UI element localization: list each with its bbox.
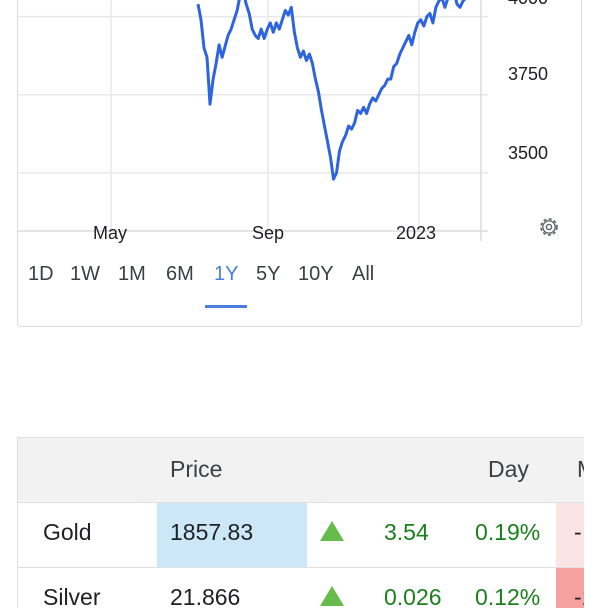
active-range-underline [205, 305, 247, 308]
table-row[interactable]: Silver 21.866 0.026 0.12% -1 [18, 568, 584, 608]
range-tab-1w[interactable]: 1W [70, 263, 100, 285]
row-change: 0.026 [384, 584, 442, 608]
y-tick-label-3750: 3750 [508, 64, 549, 84]
up-arrow-icon [320, 521, 344, 541]
x-tick-label-2023: 2023 [396, 223, 437, 243]
range-tab-6m[interactable]: 6M [166, 263, 194, 285]
range-tab-1m[interactable]: 1M [118, 263, 146, 285]
gear-icon[interactable] [537, 215, 561, 239]
chart-card: 4000 3750 3500 May Sep 2023 1D 1W 1M 6M … [17, 0, 582, 327]
row-change-pct: 0.12% [475, 584, 541, 608]
price-series-line [196, 0, 467, 181]
table-header: Price Day M [18, 438, 584, 503]
y-tick-label-4000: 4000 [508, 0, 548, 9]
row-extra-bg-0 [556, 503, 584, 567]
range-selector: 1D 1W 1M 6M 1Y 5Y 10Y All [28, 259, 416, 311]
commodities-table: Price Day M Gold 1857.83 3.54 0.19% - Si… [17, 437, 584, 608]
table-row[interactable]: Gold 1857.83 3.54 0.19% - [18, 503, 584, 568]
row-extra: -1 [574, 584, 584, 608]
price-highlight [157, 503, 307, 567]
row-change-pct: 0.19% [475, 519, 541, 545]
up-arrow-icon [320, 586, 344, 606]
range-tab-1y[interactable]: 1Y [214, 263, 239, 285]
row-change: 3.54 [384, 519, 429, 545]
row-extra: - [574, 519, 582, 545]
x-tick-label-may: May [93, 223, 128, 243]
range-tab-10y[interactable]: 10Y [298, 263, 334, 285]
header-price: Price [170, 456, 223, 482]
row-name: Silver [43, 584, 101, 608]
header-partial: M [577, 456, 584, 483]
range-tab-5y[interactable]: 5Y [256, 263, 281, 285]
row-price: 21.866 [170, 584, 241, 608]
y-tick-label-3500: 3500 [508, 143, 549, 163]
range-tab-1d[interactable]: 1D [28, 263, 54, 285]
x-tick-label-sep: Sep [252, 223, 285, 243]
price-chart [18, 0, 488, 241]
header-day: Day [488, 456, 529, 482]
row-price: 1857.83 [170, 519, 254, 545]
row-name: Gold [43, 519, 92, 545]
range-tab-all[interactable]: All [352, 263, 375, 285]
